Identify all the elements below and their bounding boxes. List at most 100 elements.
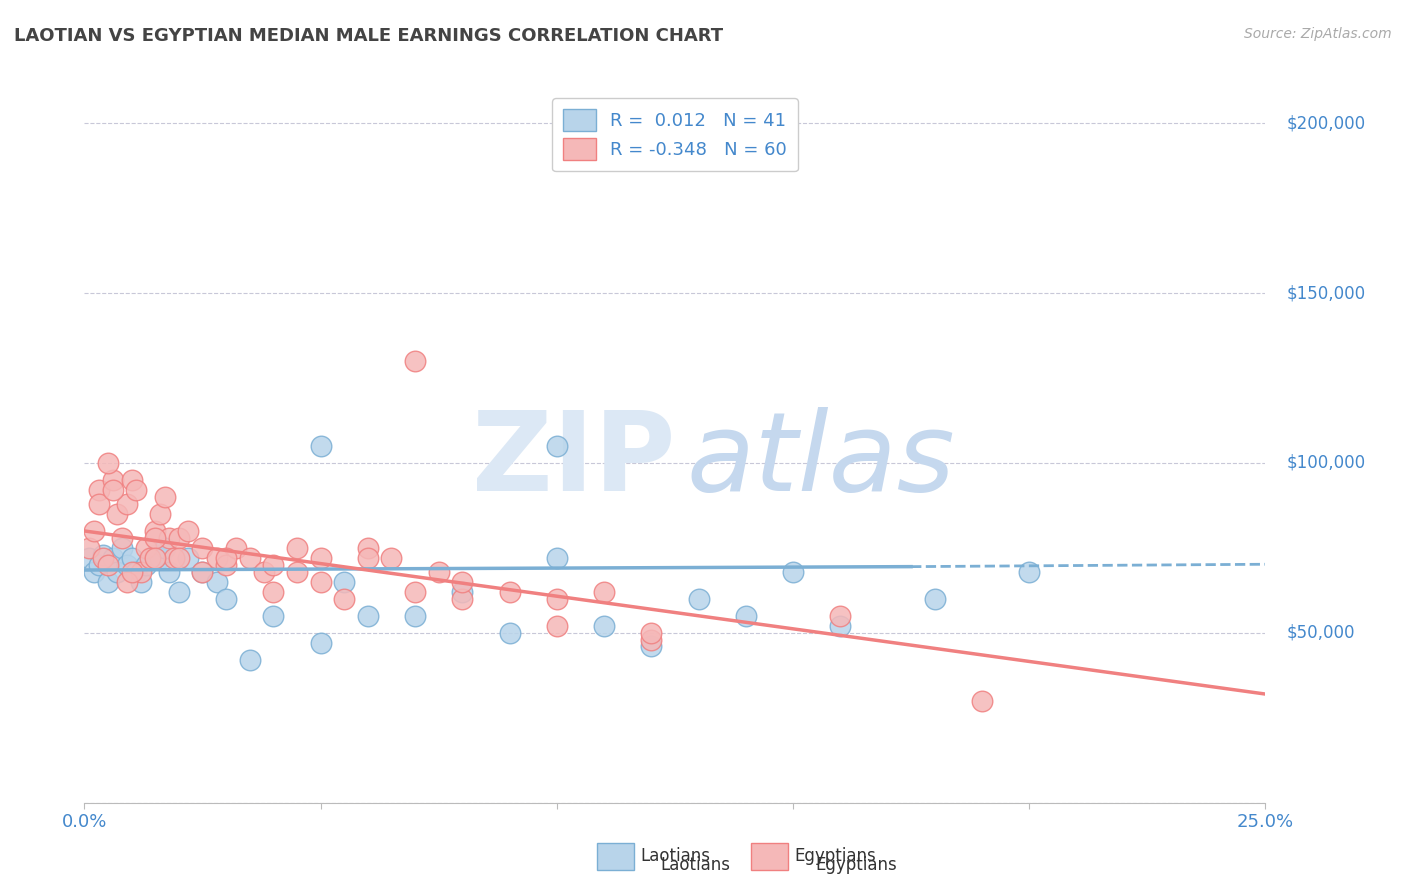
Point bbox=[239, 653, 262, 667]
Point bbox=[129, 574, 152, 589]
Point bbox=[546, 591, 568, 606]
Point bbox=[107, 565, 129, 579]
Point bbox=[640, 626, 662, 640]
Point bbox=[546, 439, 568, 453]
Point bbox=[191, 565, 214, 579]
Point bbox=[782, 565, 804, 579]
Point bbox=[924, 591, 946, 606]
Point bbox=[139, 551, 162, 566]
Point bbox=[111, 541, 134, 555]
Text: atlas: atlas bbox=[686, 407, 955, 514]
Point bbox=[357, 541, 380, 555]
Point bbox=[97, 558, 120, 572]
Text: $200,000: $200,000 bbox=[1286, 114, 1365, 132]
Text: $150,000: $150,000 bbox=[1286, 284, 1365, 302]
Point bbox=[262, 558, 284, 572]
Point bbox=[87, 497, 110, 511]
Point bbox=[97, 574, 120, 589]
Point bbox=[115, 497, 138, 511]
Point bbox=[830, 608, 852, 623]
Point bbox=[149, 551, 172, 566]
Point bbox=[149, 507, 172, 521]
Point bbox=[143, 531, 166, 545]
Point bbox=[163, 551, 186, 566]
Point bbox=[111, 531, 134, 545]
Point bbox=[125, 483, 148, 498]
Point bbox=[191, 541, 214, 555]
Point bbox=[225, 541, 247, 555]
Point bbox=[309, 551, 332, 566]
Text: Laotians: Laotians bbox=[640, 847, 710, 865]
Point bbox=[498, 626, 520, 640]
Point bbox=[121, 551, 143, 566]
Point bbox=[253, 565, 276, 579]
FancyBboxPatch shape bbox=[596, 843, 634, 870]
Point bbox=[215, 551, 238, 566]
Point bbox=[101, 473, 124, 487]
Point bbox=[640, 632, 662, 647]
Point bbox=[640, 640, 662, 654]
Text: Source: ZipAtlas.com: Source: ZipAtlas.com bbox=[1244, 27, 1392, 41]
Text: Egyptians: Egyptians bbox=[815, 856, 897, 874]
Point bbox=[205, 574, 228, 589]
Point bbox=[593, 619, 616, 633]
Point bbox=[177, 524, 200, 538]
Point bbox=[121, 473, 143, 487]
Text: Laotians: Laotians bbox=[661, 856, 731, 874]
FancyBboxPatch shape bbox=[751, 843, 789, 870]
Point bbox=[143, 551, 166, 566]
Legend: R =  0.012   N = 41, R = -0.348   N = 60: R = 0.012 N = 41, R = -0.348 N = 60 bbox=[553, 98, 797, 171]
Point bbox=[357, 608, 380, 623]
Point bbox=[285, 541, 308, 555]
Point bbox=[451, 591, 474, 606]
Point bbox=[101, 483, 124, 498]
Point bbox=[593, 585, 616, 599]
Point bbox=[83, 524, 105, 538]
Point bbox=[167, 551, 190, 566]
Point bbox=[125, 565, 148, 579]
Text: ZIP: ZIP bbox=[471, 407, 675, 514]
Point bbox=[830, 619, 852, 633]
Point bbox=[101, 551, 124, 566]
Point bbox=[143, 548, 166, 562]
Point bbox=[107, 507, 129, 521]
Point bbox=[153, 490, 176, 504]
Point bbox=[167, 585, 190, 599]
Point bbox=[83, 565, 105, 579]
Point bbox=[546, 619, 568, 633]
Point bbox=[191, 565, 214, 579]
Point bbox=[309, 439, 332, 453]
Point bbox=[333, 574, 356, 589]
Point bbox=[404, 354, 426, 368]
Point bbox=[205, 551, 228, 566]
Point bbox=[115, 558, 138, 572]
Point bbox=[546, 551, 568, 566]
Text: Egyptians: Egyptians bbox=[794, 847, 876, 865]
Point bbox=[167, 531, 190, 545]
Point bbox=[498, 585, 520, 599]
Point bbox=[77, 541, 100, 555]
Point bbox=[380, 551, 402, 566]
Point bbox=[404, 608, 426, 623]
Point bbox=[309, 636, 332, 650]
Point bbox=[177, 551, 200, 566]
Point bbox=[357, 551, 380, 566]
Point bbox=[262, 585, 284, 599]
Point bbox=[239, 551, 262, 566]
Point bbox=[262, 608, 284, 623]
Point bbox=[157, 531, 180, 545]
Point bbox=[91, 548, 114, 562]
Point bbox=[87, 558, 110, 572]
Point bbox=[143, 524, 166, 538]
Point bbox=[404, 585, 426, 599]
Point bbox=[87, 483, 110, 498]
Point bbox=[91, 551, 114, 566]
Point bbox=[285, 565, 308, 579]
Point bbox=[135, 541, 157, 555]
Point bbox=[333, 591, 356, 606]
Point bbox=[97, 456, 120, 470]
Point bbox=[427, 565, 450, 579]
Point bbox=[688, 591, 710, 606]
Point bbox=[153, 541, 176, 555]
Point bbox=[215, 558, 238, 572]
